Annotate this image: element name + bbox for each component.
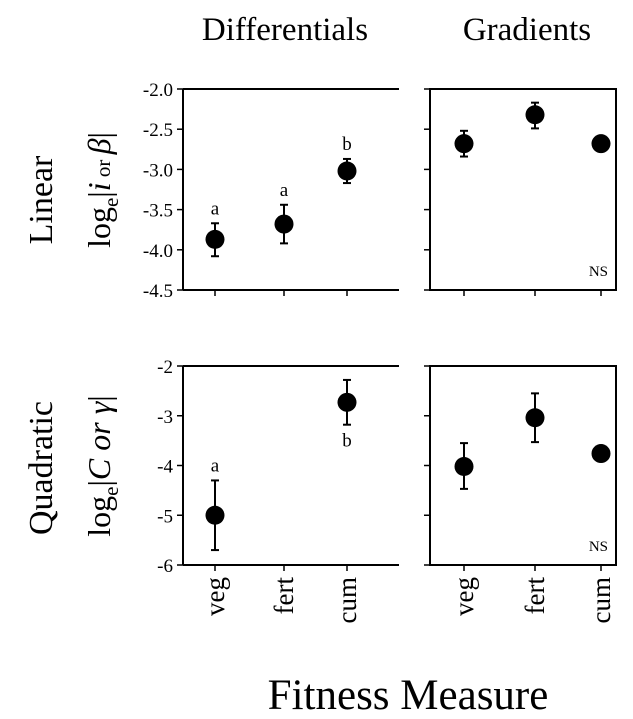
significance-letter: b (342, 134, 352, 155)
y-tick-label: -3.5 (143, 201, 173, 222)
y-tick-label: -2 (157, 357, 173, 378)
panel-linear-gradients: NS (424, 88, 617, 296)
significance-letter: a (211, 198, 220, 219)
y-tick-label: -3.0 (143, 160, 173, 181)
column-title-differentials: Differentials (202, 12, 368, 48)
ns-label: NS (589, 539, 608, 555)
linear-ylabel-beta: β (81, 138, 117, 155)
row-title-quadratic: Quadratic (23, 401, 60, 535)
y-tick-label: -4.0 (143, 241, 173, 262)
x-tick-label-fert: fert (520, 577, 550, 615)
ns-label: NS (589, 264, 608, 280)
y-tick-label: -2.0 (143, 80, 173, 101)
data-point-cum (337, 392, 357, 412)
linear-ylabel-right-bar: | (81, 132, 117, 138)
data-point-fert (525, 408, 545, 428)
linear-ylabel-i: i (81, 182, 117, 191)
panel-quadratic-gradients: veg fert cum NS (424, 365, 617, 624)
quadratic-ylabel-left-bar: | (81, 480, 117, 486)
quadratic-ylabel-subscript: e (99, 487, 123, 496)
data-point-fert (274, 214, 294, 234)
y-tick-label: -6 (157, 556, 173, 577)
y-tick-label: -4 (157, 457, 173, 478)
svg-text:loge|i or β|: loge|i or β| (81, 132, 123, 248)
data-point-fert (525, 105, 545, 125)
data-point-cum (591, 444, 611, 464)
significance-letter: a (211, 455, 220, 476)
data-point-cum (591, 134, 611, 154)
quadratic-ylabel: loge|C or γ| (81, 395, 123, 536)
quadratic-ylabel-var: C or γ (81, 400, 117, 480)
linear-ylabel-left-bar: | (81, 191, 117, 197)
y-tick-label: -5 (157, 506, 173, 527)
x-tick-label-veg: veg (200, 577, 230, 616)
data-point-veg (454, 456, 474, 476)
data-point-cum (337, 161, 357, 181)
x-axis-title: Fitness Measure (268, 672, 549, 719)
data-point-veg (205, 505, 225, 525)
x-tick-label-cum: cum (332, 577, 362, 624)
panel-quadratic-differentials: -2 -3 -4 -5 -6 veg fert cum a b (157, 357, 399, 624)
column-title-gradients: Gradients (463, 12, 591, 48)
linear-ylabel: loge|i or β| (81, 132, 123, 248)
significance-letter: a (280, 180, 289, 201)
y-tick-label: -4.5 (143, 281, 173, 302)
quadratic-ylabel-right-bar: | (81, 395, 117, 401)
panel-linear-differentials: -2.0 -2.5 -3.0 -3.5 -4.0 -4.5 a a b (143, 80, 399, 302)
linear-ylabel-log: log (81, 207, 117, 248)
row-title-linear: Linear (23, 155, 60, 244)
linear-ylabel-subscript: e (99, 198, 123, 207)
linear-ylabel-or: or (91, 154, 115, 182)
data-point-veg (454, 134, 474, 154)
significance-letter: b (342, 431, 352, 452)
x-tick-label-fert: fert (269, 577, 299, 615)
x-tick-label-cum: cum (586, 577, 616, 624)
y-tick-label: -3 (157, 407, 173, 428)
svg-text:loge|C or γ|: loge|C or γ| (81, 395, 123, 536)
x-tick-label-veg: veg (449, 577, 479, 616)
panel-frame (429, 88, 617, 291)
y-tick-label: -2.5 (143, 120, 173, 141)
data-point-veg (205, 229, 225, 249)
quadratic-ylabel-log: log (81, 496, 117, 537)
